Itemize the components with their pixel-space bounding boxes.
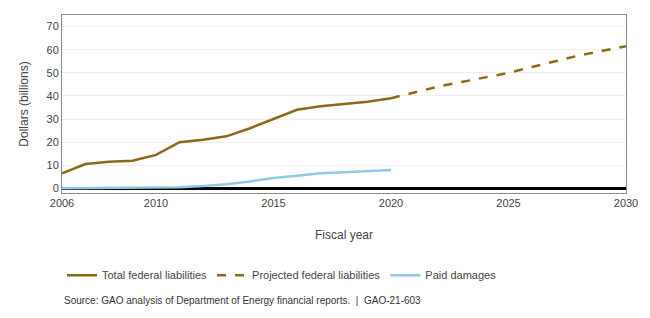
- svg-text:70: 70: [47, 20, 59, 32]
- svg-text:2030: 2030: [614, 197, 638, 209]
- svg-text:30: 30: [47, 113, 59, 125]
- svg-text:2010: 2010: [144, 197, 168, 209]
- svg-text:2025: 2025: [496, 197, 520, 209]
- svg-text:2020: 2020: [379, 197, 403, 209]
- svg-text:50: 50: [47, 67, 59, 79]
- svg-text:2006: 2006: [50, 197, 74, 209]
- svg-text:10: 10: [47, 159, 59, 171]
- svg-text:20: 20: [47, 136, 59, 148]
- svg-text:Dollars (billions): Dollars (billions): [17, 61, 31, 146]
- svg-text:40: 40: [47, 90, 59, 102]
- svg-text:Paid damages: Paid damages: [425, 269, 496, 281]
- svg-text:Fiscal year: Fiscal year: [315, 228, 373, 242]
- svg-text:0: 0: [53, 182, 59, 194]
- svg-text:2015: 2015: [261, 197, 285, 209]
- svg-text:Projected federal liabilities: Projected federal liabilities: [252, 269, 380, 281]
- svg-text:Source: GAO analysis of Depart: Source: GAO analysis of Department of En…: [64, 295, 421, 306]
- svg-text:60: 60: [47, 44, 59, 56]
- svg-text:Total federal liabilities: Total federal liabilities: [102, 269, 207, 281]
